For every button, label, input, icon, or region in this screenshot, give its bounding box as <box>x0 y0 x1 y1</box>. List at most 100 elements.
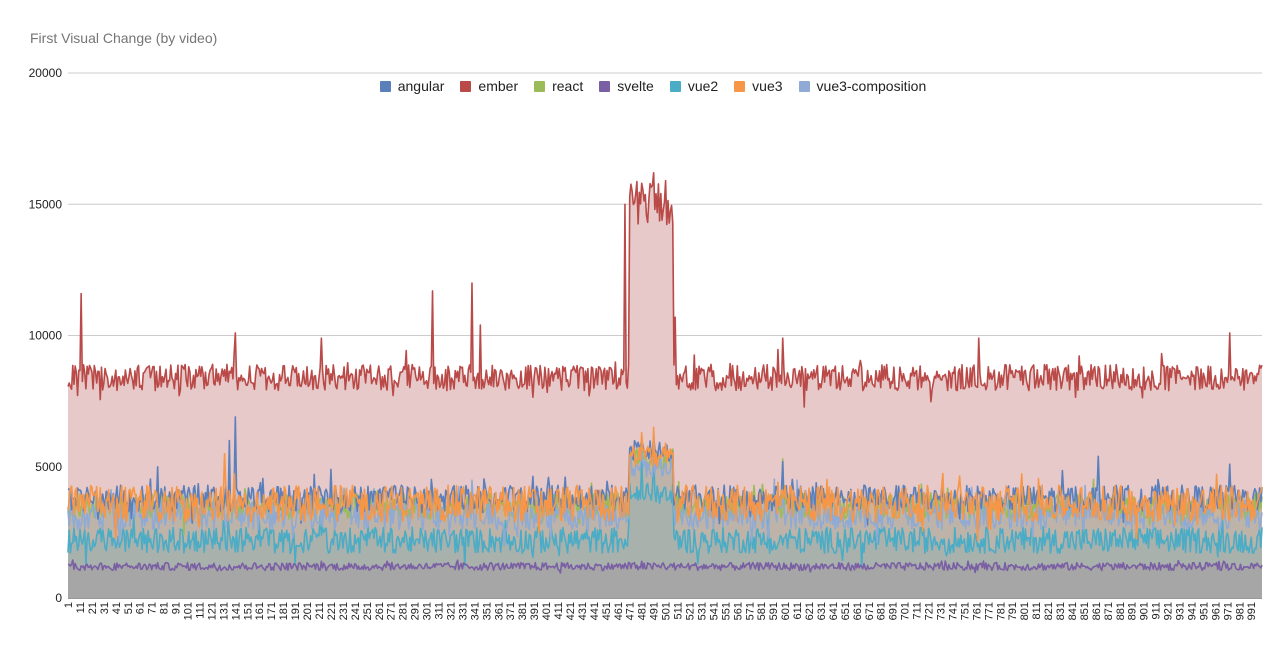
x-tick-label: 241 <box>350 602 362 620</box>
x-tick-label: 301 <box>422 602 434 620</box>
legend-item-svelte: svelte <box>599 78 654 94</box>
x-tick-label: 671 <box>864 602 876 620</box>
x-tick-label: 421 <box>565 602 577 620</box>
x-tick-label: 691 <box>888 602 900 620</box>
series-line-vue2 <box>67 452 1263 568</box>
x-tick-label: 571 <box>744 602 756 620</box>
angular-area <box>68 416 1262 598</box>
x-tick-label: 911 <box>1151 602 1163 620</box>
x-tick-label: 761 <box>971 602 983 620</box>
legend-label: ember <box>478 78 519 94</box>
legend-label: angular <box>397 78 445 94</box>
x-tick-label: 21 <box>87 602 99 614</box>
x-tick-label: 631 <box>816 602 828 620</box>
x-tick-label: 821 <box>1043 602 1055 620</box>
x-tick-label: 1 <box>63 602 75 608</box>
x-tick-label: 81 <box>159 602 171 614</box>
x-tick-label: 501 <box>661 602 673 620</box>
x-tick-label: 461 <box>613 602 625 620</box>
y-tick-label: 20000 <box>29 66 63 80</box>
x-tick-label: 941 <box>1186 602 1198 620</box>
x-tick-label: 391 <box>529 602 541 620</box>
x-tick-label: 861 <box>1091 602 1103 620</box>
x-tick-label: 811 <box>1031 602 1043 620</box>
x-tick-label: 971 <box>1222 602 1234 620</box>
x-tick-label: 801 <box>1019 602 1031 620</box>
x-tick-label: 221 <box>326 602 338 620</box>
legend-item-react: react <box>534 78 583 94</box>
legend-swatch <box>669 80 681 92</box>
y-tick-label: 15000 <box>29 197 63 211</box>
x-tick-label: 641 <box>828 602 840 620</box>
y-tick-label: 0 <box>55 591 62 605</box>
x-tick-label: 771 <box>983 602 995 620</box>
x-tick-label: 561 <box>732 602 744 620</box>
x-tick-label: 591 <box>768 602 780 620</box>
legend-swatch <box>798 80 810 92</box>
x-tick-label: 961 <box>1210 602 1222 620</box>
legend-label: vue2 <box>687 78 719 94</box>
x-tick-label: 751 <box>959 602 971 620</box>
svelte-area <box>68 560 1262 598</box>
legend-swatch <box>460 80 472 92</box>
x-tick-label: 281 <box>398 602 410 620</box>
react-area <box>68 443 1262 598</box>
legend-item-angular: angular <box>379 78 445 94</box>
x-tick-label: 321 <box>445 602 457 620</box>
legend-item-vue3-composition: vue3-composition <box>798 78 927 94</box>
x-tick-label: 401 <box>541 602 553 620</box>
legend-swatch <box>534 80 546 92</box>
vue3-composition-area <box>68 448 1262 598</box>
x-tick-label: 261 <box>374 602 386 620</box>
x-tick-label: 51 <box>123 602 135 614</box>
x-tick-label: 371 <box>505 602 517 620</box>
y-tick-label: 5000 <box>35 460 62 474</box>
x-tick-label: 181 <box>278 602 290 620</box>
x-tick-label: 191 <box>290 602 302 620</box>
x-tick-label: 981 <box>1234 602 1246 620</box>
x-tick-label: 511 <box>673 602 685 620</box>
x-tick-label: 951 <box>1198 602 1210 620</box>
x-tick-label: 331 <box>457 602 469 620</box>
x-tick-label: 471 <box>625 602 637 620</box>
x-tick-label: 851 <box>1079 602 1091 620</box>
x-tick-label: 991 <box>1246 602 1258 620</box>
x-tick-label: 551 <box>720 602 732 620</box>
x-tick-label: 731 <box>935 602 947 620</box>
x-tick-label: 111 <box>194 602 206 619</box>
x-tick-label: 581 <box>756 602 768 620</box>
vue3-area <box>68 427 1262 598</box>
x-tick-label: 411 <box>553 602 565 620</box>
x-tick-label: 871 <box>1103 602 1115 620</box>
x-tick-label: 521 <box>685 602 697 620</box>
series-line-vue3 <box>67 426 1263 542</box>
legend-label: svelte <box>617 78 654 94</box>
x-tick-label: 251 <box>362 602 374 620</box>
x-tick-label: 701 <box>900 602 912 620</box>
x-tick-label: 841 <box>1067 602 1079 620</box>
legend-label: vue3-composition <box>816 78 927 94</box>
x-tick-label: 91 <box>171 602 183 614</box>
x-tick-label: 171 <box>266 602 278 620</box>
x-tick-label: 431 <box>577 602 589 620</box>
x-tick-label: 131 <box>218 602 230 620</box>
vue2-area <box>68 453 1262 598</box>
x-tick-label: 451 <box>601 602 613 620</box>
x-tick-label: 211 <box>314 602 326 620</box>
x-tick-label: 351 <box>481 602 493 620</box>
x-tick-label: 721 <box>924 602 936 620</box>
x-tick-label: 271 <box>386 602 398 620</box>
series-line-ember <box>67 171 1263 408</box>
x-tick-label: 341 <box>469 602 481 620</box>
x-tick-label: 901 <box>1139 602 1151 620</box>
legend-swatch <box>734 80 746 92</box>
x-tick-label: 831 <box>1055 602 1067 620</box>
ember-area <box>68 172 1262 598</box>
x-tick-label: 201 <box>302 602 314 620</box>
x-tick-label: 361 <box>493 602 505 620</box>
x-tick-label: 101 <box>183 602 195 620</box>
x-tick-label: 881 <box>1115 602 1127 620</box>
x-tick-label: 141 <box>230 602 242 620</box>
x-tick-label: 611 <box>792 602 804 620</box>
